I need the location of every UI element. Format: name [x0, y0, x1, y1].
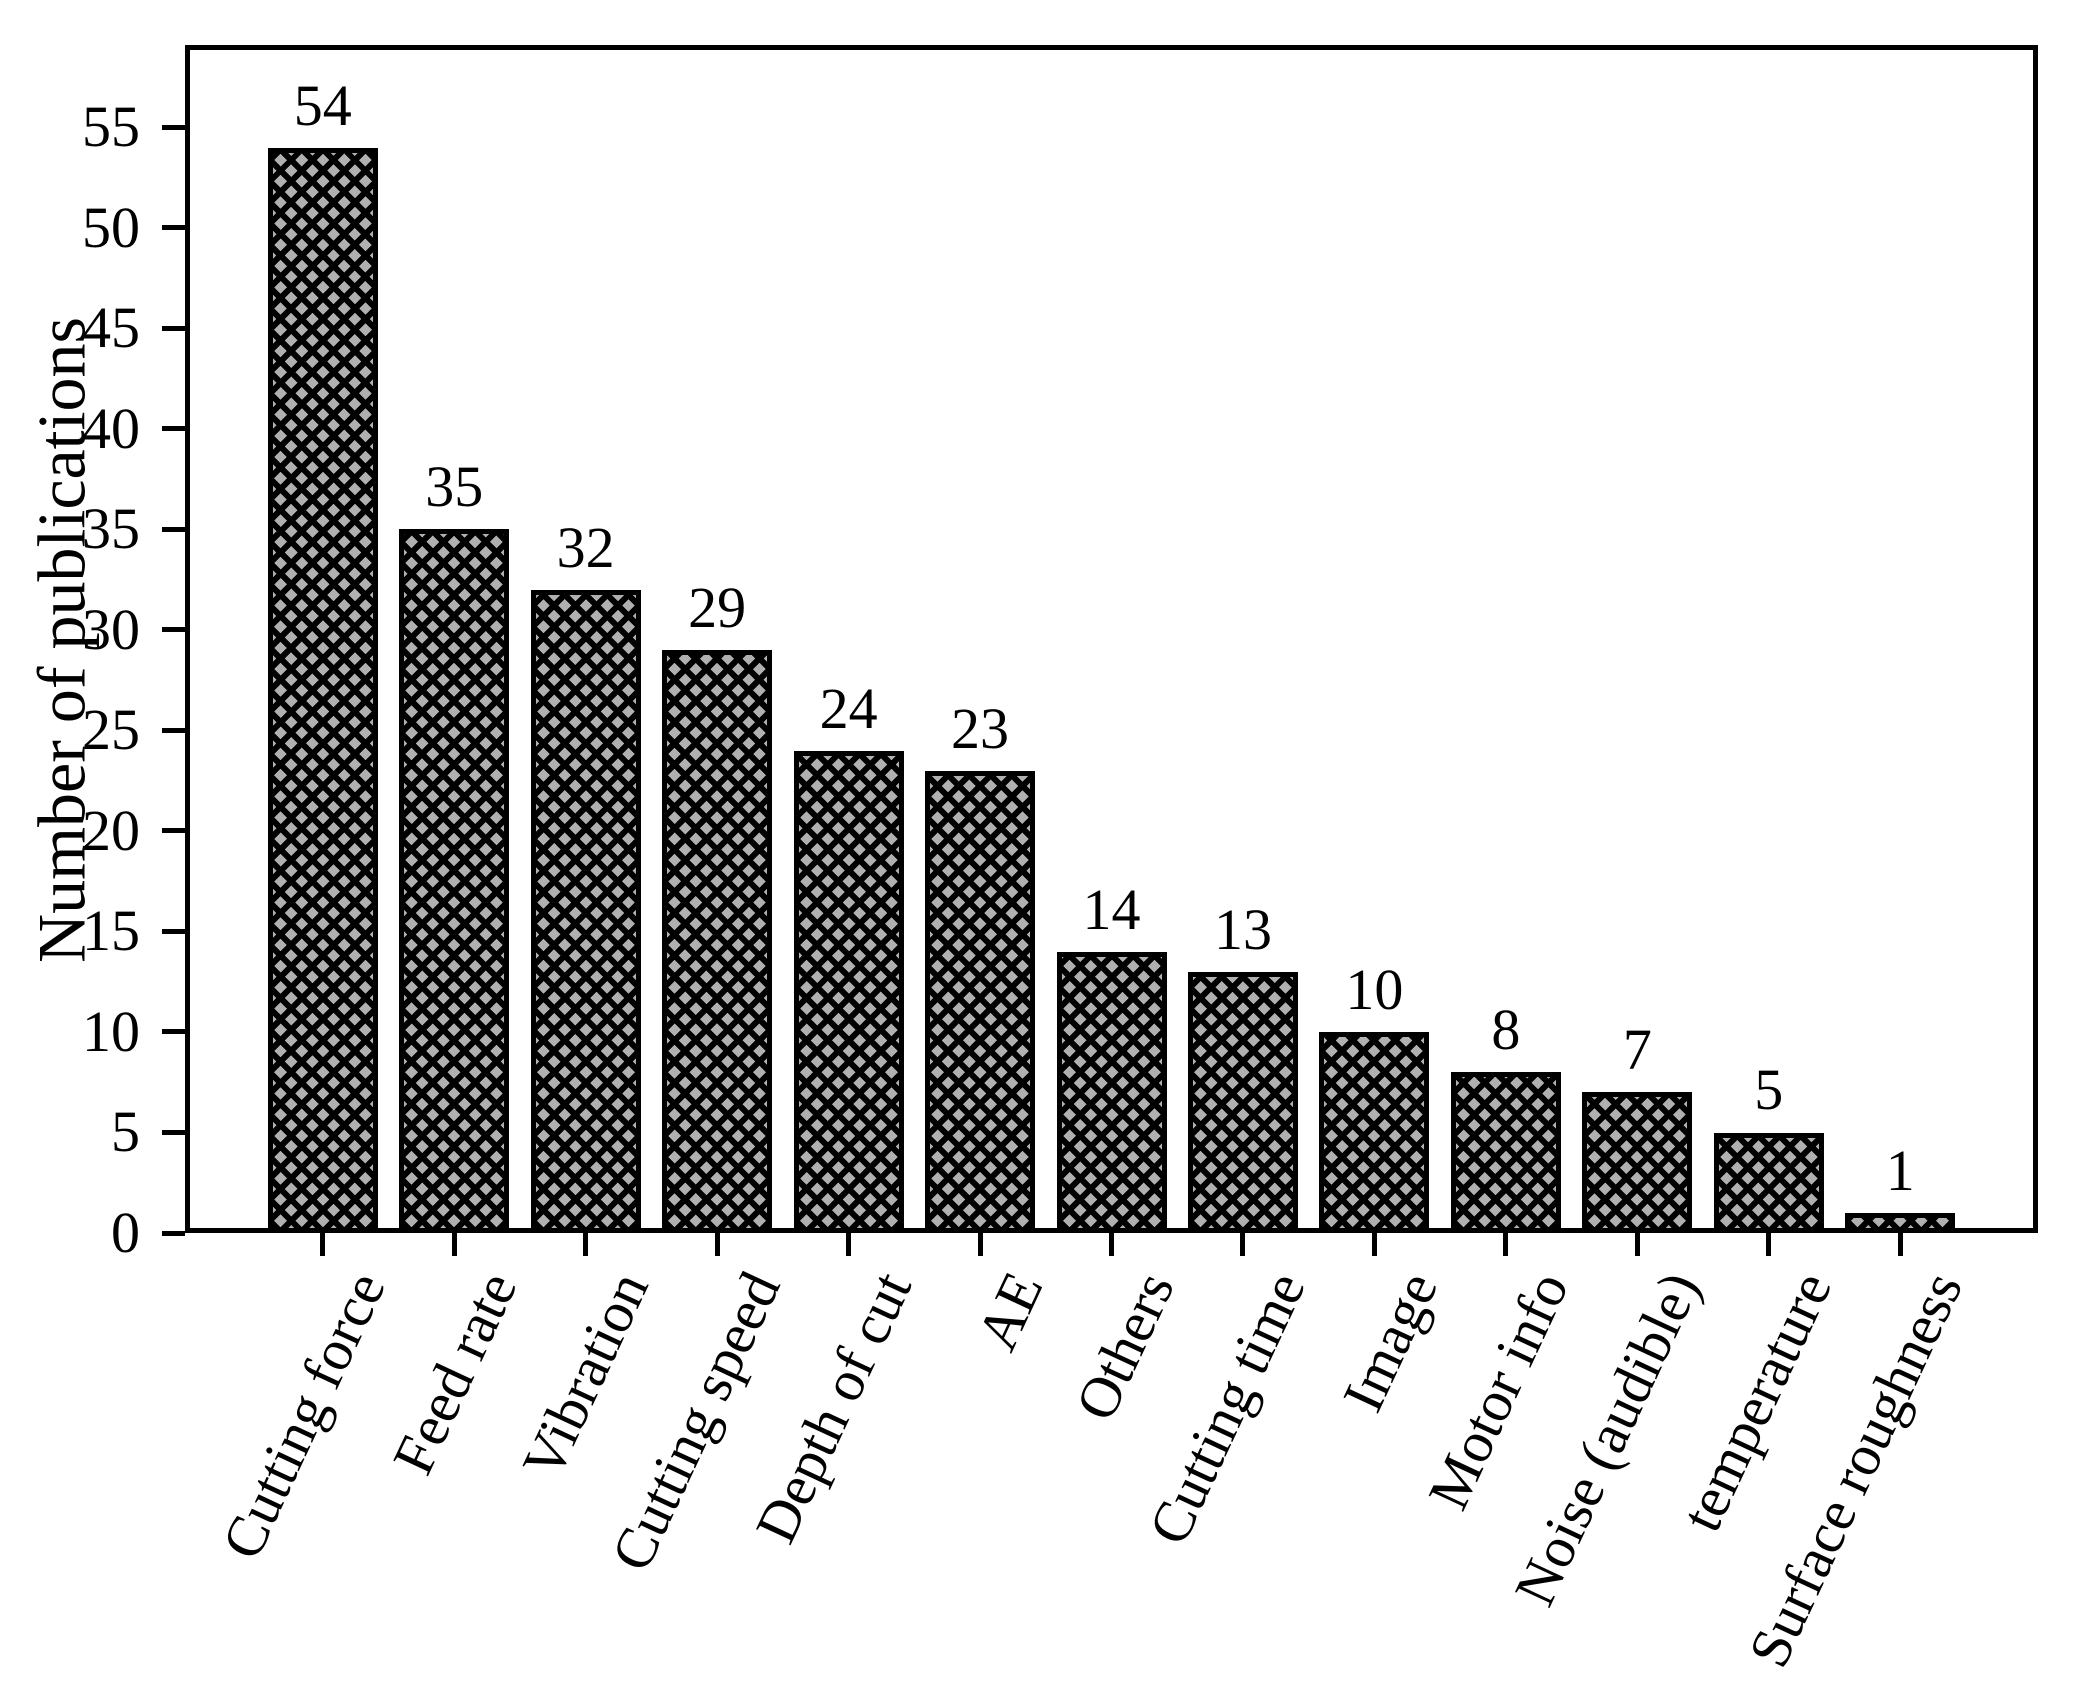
x-tick-mark-noise-audible [1634, 1233, 1640, 1256]
bar-temperature [1713, 1132, 1824, 1233]
bar-value-label-cutting-time: 13 [1213, 896, 1272, 962]
plot-area: 54 35 32 29 24 23 14 13 10 8 7 5 1 0 5 10 15 20 25 30 35 40 4… [82, 45, 2038, 1676]
x-tick-mark-ae [977, 1233, 983, 1256]
bar-others [1056, 951, 1167, 1233]
bar-noise-audible [1582, 1092, 1693, 1233]
y-tick-mark-45 [162, 325, 185, 331]
bar-value-label-vibration: 32 [556, 514, 615, 580]
bar-value-label-motor-info: 8 [1491, 997, 1521, 1063]
bar-vibration [530, 589, 641, 1233]
y-tick-mark-30 [162, 627, 185, 633]
y-tick-label-25: 25 [82, 697, 140, 763]
bar-ae [925, 770, 1036, 1233]
x-tick-label-feed-rate: Feed rate [379, 1262, 530, 1484]
x-tick-mark-cutting-time [1240, 1233, 1246, 1256]
y-tick-mark-35 [162, 526, 185, 532]
y-tick-label-30: 30 [82, 596, 140, 662]
y-tick-mark-55 [162, 124, 185, 130]
y-tick-mark-5 [162, 1129, 185, 1135]
y-tick-label-20: 20 [82, 797, 140, 863]
bar-image [1319, 1032, 1430, 1233]
x-tick-mark-cutting-speed [714, 1233, 720, 1256]
bar-value-label-noise-audible: 7 [1622, 1017, 1652, 1083]
y-tick-mark-20 [162, 828, 185, 834]
bar-value-label-cutting-speed: 29 [688, 575, 747, 641]
y-tick-mark-40 [162, 426, 185, 432]
x-tick-mark-temperature [1766, 1233, 1772, 1256]
y-tick-label-10: 10 [82, 998, 140, 1064]
x-tick-mark-motor-info [1503, 1233, 1509, 1256]
x-tick-mark-depth-of-cut [846, 1233, 852, 1256]
bar-depth-of-cut [793, 750, 904, 1233]
y-tick-label-15: 15 [82, 898, 140, 964]
x-tick-mark-surface-roughness [1897, 1233, 1903, 1256]
bar-value-label-surface-roughness: 1 [1885, 1137, 1915, 1203]
x-tick-label-cutting-force: Cutting force [208, 1262, 398, 1569]
y-tick-mark-25 [162, 727, 185, 733]
y-tick-mark-0 [162, 1230, 185, 1236]
y-tick-label-40: 40 [82, 395, 140, 461]
bar-value-label-feed-rate: 35 [425, 454, 484, 520]
bar-value-label-image: 10 [1345, 956, 1404, 1022]
x-tick-label-others: Others [1062, 1262, 1187, 1430]
x-tick-label-image: Image [1329, 1262, 1450, 1421]
bar-motor-info [1450, 1072, 1561, 1233]
y-tick-label-55: 55 [82, 94, 140, 160]
bar-surface-roughness [1845, 1212, 1956, 1233]
bar-value-label-cutting-force: 54 [293, 72, 352, 138]
x-tick-mark-image [1371, 1233, 1377, 1256]
bar-feed-rate [399, 529, 510, 1233]
y-tick-label-5: 5 [111, 1099, 140, 1165]
x-tick-mark-feed-rate [451, 1233, 457, 1256]
y-tick-label-50: 50 [82, 194, 140, 260]
bar-value-label-depth-of-cut: 24 [819, 675, 878, 741]
y-tick-label-35: 35 [82, 496, 140, 562]
bar-cutting-force [267, 147, 378, 1233]
bar-value-label-temperature: 5 [1754, 1057, 1784, 1123]
x-tick-mark-others [1109, 1233, 1114, 1256]
x-tick-label-vibration: Vibration [509, 1262, 661, 1488]
bar-value-label-ae: 23 [951, 695, 1010, 761]
x-tick-mark-vibration [583, 1233, 589, 1256]
y-tick-label-0: 0 [111, 1200, 140, 1265]
y-tick-mark-50 [162, 225, 185, 231]
bar-cutting-speed [662, 650, 773, 1233]
x-tick-label-ae: AE [963, 1262, 1056, 1360]
y-tick-label-45: 45 [82, 295, 140, 361]
bar-value-label-others: 14 [1082, 876, 1141, 942]
bar-cutting-time [1187, 971, 1298, 1233]
y-tick-mark-10 [162, 1029, 185, 1035]
y-tick-mark-15 [162, 928, 185, 934]
x-tick-mark-cutting-force [320, 1233, 326, 1256]
